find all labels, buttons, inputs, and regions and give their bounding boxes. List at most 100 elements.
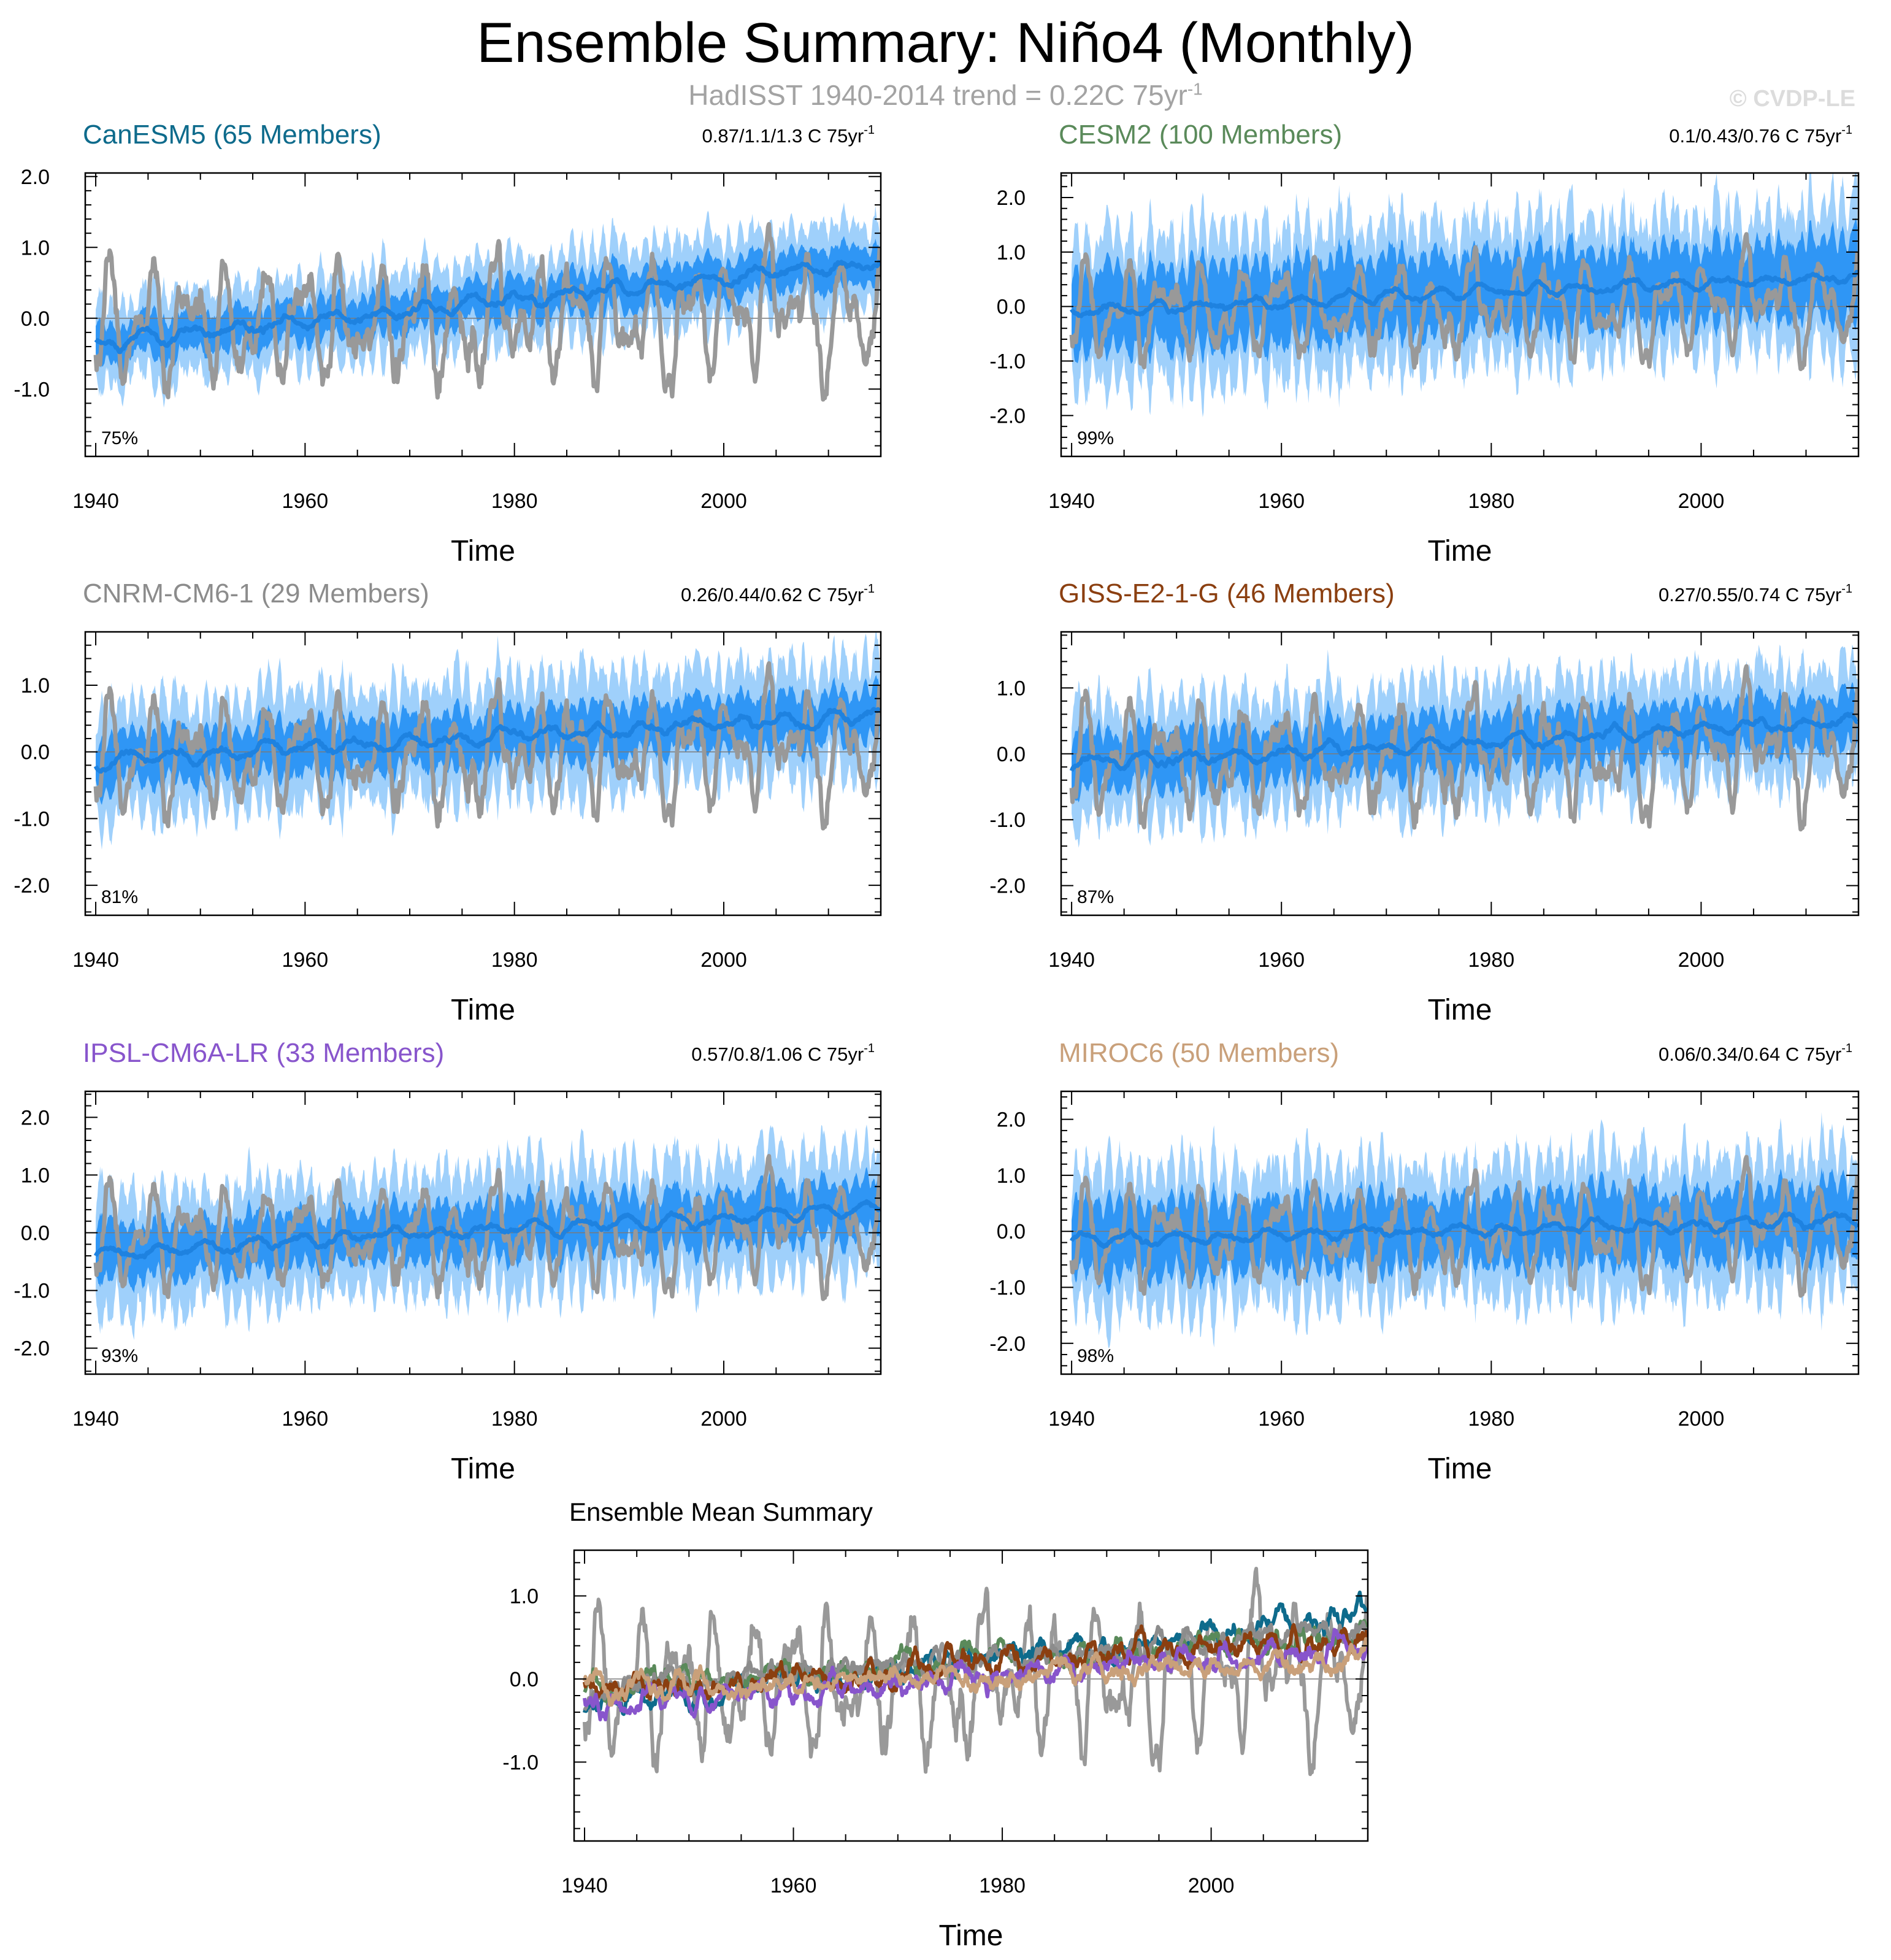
percent-annotation: 75% xyxy=(101,428,138,448)
trend-annotation: 0.1/0.43/0.76 C 75yr-1 xyxy=(1669,123,1852,147)
x-axis-label: Time xyxy=(451,535,515,567)
trend-exponent: -1 xyxy=(864,1042,875,1055)
x-tick-label: 1980 xyxy=(491,1407,538,1431)
y-tick-label: -1.0 xyxy=(502,1751,539,1774)
page-title: Ensemble Summary: Niño4 (Monthly) xyxy=(477,12,1414,74)
x-axis-label: Time xyxy=(1428,994,1492,1026)
subtitle-text: HadISST 1940-2014 trend = 0.22C 75yr xyxy=(688,79,1187,111)
x-tick-label: 1980 xyxy=(1468,490,1514,513)
trend-values: 0.1/0.43/0.76 C 75yr xyxy=(1669,125,1841,147)
x-tick-label: 1940 xyxy=(1048,490,1095,513)
y-tick-label: -1.0 xyxy=(989,1277,1026,1300)
plot-frame xyxy=(84,631,882,917)
x-tick-label: 1960 xyxy=(1258,490,1305,513)
chart-ensmean: 1940 1960 1980 2000 1.0 0.0 -1.0 Ensemble Mean … xyxy=(502,1497,1369,1952)
ensemble-mean-line xyxy=(93,1199,881,1260)
trend-values: 0.06/0.34/0.64 C 75yr xyxy=(1659,1043,1841,1065)
series-line-miroc6 xyxy=(583,1637,1368,1707)
chart-title: IPSL-CM6A-LR (33 Members) xyxy=(83,1038,444,1068)
x-tick-label: 1960 xyxy=(1258,948,1305,972)
trend-exponent: -1 xyxy=(1841,123,1852,137)
y-tick-label: -2.0 xyxy=(13,874,50,897)
y-tick-label: 1.0 xyxy=(997,1164,1026,1188)
trend-exponent: -1 xyxy=(864,123,875,137)
obs-line xyxy=(1069,1155,1858,1298)
x-axis-label: Time xyxy=(451,1453,515,1485)
y-tick-label: 1.0 xyxy=(997,241,1026,264)
y-tick-label: -2.0 xyxy=(989,404,1026,428)
y-tick-label: -1.0 xyxy=(13,378,50,401)
subtitle-exponent: -1 xyxy=(1187,79,1203,99)
ensemble-mean-line xyxy=(93,707,881,774)
observed-trend-subtitle: HadISST 1940-2014 trend = 0.22C 75yr-1 xyxy=(0,79,1891,112)
x-tick-label: 2000 xyxy=(700,948,747,972)
chart-title: CNRM-CM6-1 (29 Members) xyxy=(83,578,429,609)
x-tick-label: 1940 xyxy=(72,948,119,972)
x-tick-label: 2000 xyxy=(700,490,747,513)
y-tick-label: -1.0 xyxy=(989,350,1026,374)
x-tick-label: 2000 xyxy=(1678,948,1725,972)
x-tick-label: 1960 xyxy=(282,948,329,972)
x-tick-label: 1960 xyxy=(770,1874,817,1897)
y-tick-label: 2.0 xyxy=(997,1109,1026,1132)
plot-frame xyxy=(1060,1090,1860,1375)
x-axis-label: Time xyxy=(451,994,515,1026)
trend-values: 0.27/0.55/0.74 C 75yr xyxy=(1659,584,1841,605)
x-tick-label: 1940 xyxy=(72,1407,119,1431)
x-tick-label: 1980 xyxy=(1468,948,1514,972)
chart-giss: 1940 1960 1980 2000 1.0 0.0 -1.0 -2.0 GISS-E2-1-… xyxy=(989,578,1860,1026)
trend-values: 0.57/0.8/1.06 C 75yr xyxy=(691,1043,864,1065)
trend-annotation: 0.57/0.8/1.06 C 75yr-1 xyxy=(691,1042,875,1065)
x-tick-label: 1960 xyxy=(282,1407,329,1431)
y-tick-label: 0.0 xyxy=(997,743,1026,766)
series-line-giss-e2-1-g xyxy=(583,1623,1368,1702)
y-tick-label: -2.0 xyxy=(13,1337,50,1361)
y-tick-label: 0.0 xyxy=(997,1220,1026,1243)
y-tick-label: -1.0 xyxy=(13,807,50,831)
trend-exponent: -1 xyxy=(1841,582,1852,596)
trend-annotation: 0.06/0.34/0.64 C 75yr-1 xyxy=(1659,1042,1852,1065)
chart-cnrm: 1940 1960 1980 2000 1.0 0.0 -1.0 -2.0 CNRM-CM6-1… xyxy=(13,578,882,1026)
y-tick-label: 0.0 xyxy=(21,307,50,331)
y-tick-label: -1.0 xyxy=(989,809,1026,832)
plot-area xyxy=(85,632,881,850)
chart-cesm2: 1940 1960 1980 2000 2.0 1.0 0.0 -1.0 -2.0 CESM2 (… xyxy=(989,120,1860,567)
y-tick-label: 0.0 xyxy=(997,296,1026,319)
chart-title: CanESM5 (65 Members) xyxy=(83,120,382,150)
percent-annotation: 99% xyxy=(1077,428,1114,448)
x-tick-label: 1980 xyxy=(491,490,538,513)
y-tick-label: 0.0 xyxy=(21,1222,50,1245)
y-tick-label: 1.0 xyxy=(997,677,1026,700)
x-tick-label: 1960 xyxy=(282,490,329,513)
y-tick-label: 1.0 xyxy=(21,1164,50,1187)
plot-area xyxy=(85,1124,881,1340)
plot-frame xyxy=(1060,172,1860,458)
percent-annotation: 93% xyxy=(101,1346,138,1366)
trend-exponent: -1 xyxy=(1841,1042,1852,1055)
chart-canesm5: 1940 1960 1980 2000 2.0 1.0 0.0 -1.0 CanESM5 (65… xyxy=(13,120,882,567)
x-tick-label: 2000 xyxy=(1678,490,1725,513)
y-tick-label: 1.0 xyxy=(21,674,50,698)
x-tick-label: 1940 xyxy=(1048,948,1095,972)
x-axis-label: Time xyxy=(1428,1453,1492,1485)
x-tick-label: 1940 xyxy=(72,490,119,513)
plot-area xyxy=(1061,1112,1858,1348)
y-tick-label: 2.0 xyxy=(21,166,50,189)
percent-annotation: 87% xyxy=(1077,887,1114,907)
chart-ipsl: 1940 1960 1980 2000 2.0 1.0 0.0 -1.0 -2.0 IPSL-CM… xyxy=(13,1038,882,1485)
chart-title: GISS-E2-1-G (46 Members) xyxy=(1059,578,1395,609)
y-tick-label: 2.0 xyxy=(21,1106,50,1129)
x-tick-label: 1980 xyxy=(979,1874,1026,1897)
chart-title: CESM2 (100 Members) xyxy=(1059,120,1342,150)
plot-area xyxy=(1061,644,1858,848)
obs-line xyxy=(93,1154,881,1301)
watermark: © CVDP-LE xyxy=(1729,86,1855,112)
plot-area xyxy=(85,202,881,408)
x-tick-label: 1960 xyxy=(1258,1407,1305,1431)
x-axis-label: Time xyxy=(1428,535,1492,567)
ensemble-mean-line xyxy=(1069,1210,1858,1249)
x-tick-label: 2000 xyxy=(1188,1874,1235,1897)
x-tick-label: 2000 xyxy=(700,1407,747,1431)
trend-values: 0.26/0.44/0.62 C 75yr xyxy=(681,584,864,605)
